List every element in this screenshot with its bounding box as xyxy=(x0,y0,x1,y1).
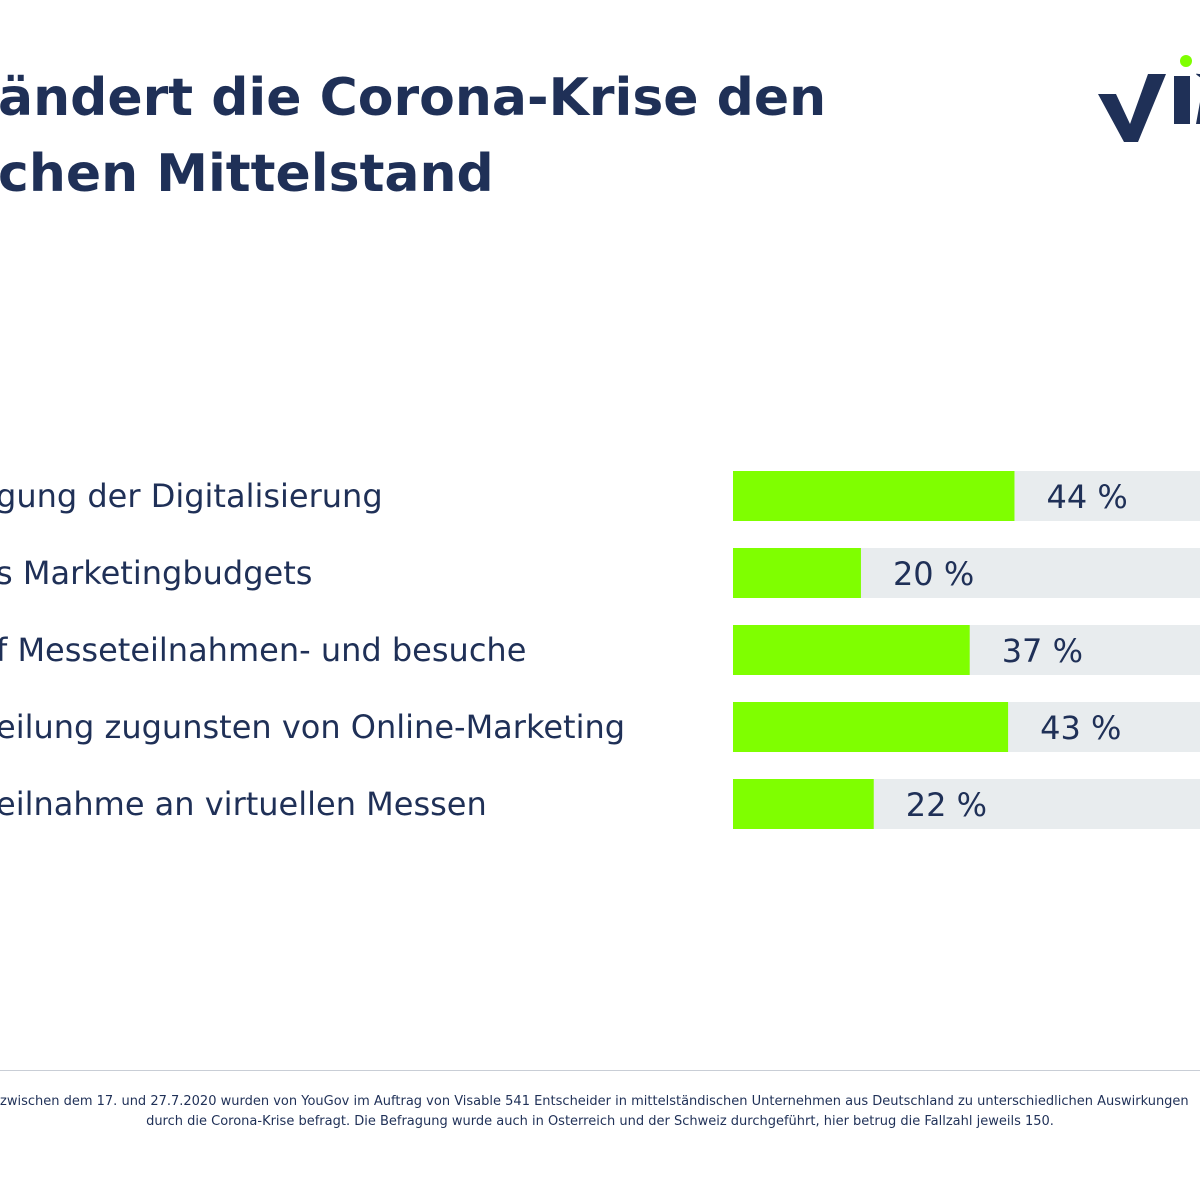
logo-s-glyph xyxy=(1196,73,1200,124)
logo-i-stem xyxy=(1174,76,1190,124)
category-label: eilung zugunsten von Online-Marketing xyxy=(0,708,625,746)
logo-dot xyxy=(1180,55,1192,67)
bar xyxy=(733,702,1009,752)
footer-divider xyxy=(0,1070,1200,1071)
bar xyxy=(733,471,1015,521)
category-label: s Marketingbudgets xyxy=(0,554,312,592)
value-label: 22 % xyxy=(906,786,987,824)
bar xyxy=(733,779,874,829)
value-label: 20 % xyxy=(893,555,974,593)
chart-title-line-2: chen Mittelstand xyxy=(0,144,494,204)
logo-v-mark xyxy=(1098,74,1166,142)
visable-logo xyxy=(1098,55,1200,142)
footnote-line-2: durch die Corona-Krise befragt. Die Befr… xyxy=(146,1114,1054,1129)
category-label: eilnahme an virtuellen Messen xyxy=(0,785,487,823)
value-label: 43 % xyxy=(1040,709,1121,747)
category-label: f Messeteilnahmen- und besuche xyxy=(0,631,526,669)
footnote-line-1: zwischen dem 17. und 27.7.2020 wurden vo… xyxy=(0,1094,1189,1109)
bar xyxy=(733,625,970,675)
bar xyxy=(733,548,861,598)
value-label: 44 % xyxy=(1046,478,1127,516)
value-label: 37 % xyxy=(1002,632,1083,670)
chart-title-line-1: ändert die Corona-Krise den xyxy=(0,68,827,128)
category-label: gung der Digitalisierung xyxy=(0,477,383,515)
